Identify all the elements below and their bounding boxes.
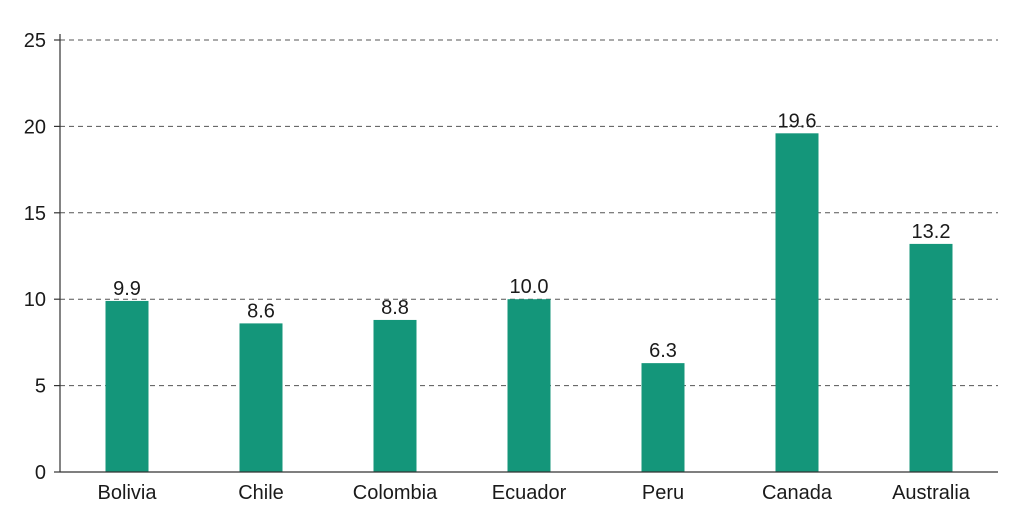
axes xyxy=(54,34,998,473)
data-label-colombia: 8.8 xyxy=(381,297,409,319)
labels: 0 5 10 15 20 25 9.9 Bolivia 8.6 Chile 8.8 Colombia 1… xyxy=(24,30,971,504)
y-tick-label: 25 xyxy=(24,30,46,52)
x-tick-label-peru: Peru xyxy=(642,482,684,504)
y-tick-label: 10 xyxy=(24,289,46,311)
data-label-bolivia: 9.9 xyxy=(113,278,141,300)
data-label-canada: 19.6 xyxy=(778,110,817,132)
bar-bolivia xyxy=(105,300,149,472)
x-tick-label-australia: Australia xyxy=(892,482,971,504)
x-tick-label-colombia: Colombia xyxy=(353,482,438,504)
y-tick-label: 0 xyxy=(35,462,46,484)
x-tick-label-bolivia: Bolivia xyxy=(98,482,158,504)
bar-ecuador xyxy=(507,299,551,472)
bar-chile xyxy=(239,323,283,472)
y-tick-label: 20 xyxy=(24,116,46,138)
y-tick-label: 15 xyxy=(24,203,46,225)
x-tick-label-canada: Canada xyxy=(762,482,833,504)
data-label-australia: 13.2 xyxy=(912,221,951,243)
bar-peru xyxy=(641,363,685,472)
x-tick-label-chile: Chile xyxy=(238,482,284,504)
bar-canada xyxy=(775,133,819,472)
bar-australia xyxy=(909,243,953,472)
y-tick-label: 5 xyxy=(35,376,46,398)
x-tick-label-ecuador: Ecuador xyxy=(492,482,567,504)
data-label-chile: 8.6 xyxy=(247,300,275,322)
data-label-ecuador: 10.0 xyxy=(510,276,549,298)
bar-colombia xyxy=(373,319,417,472)
data-label-peru: 6.3 xyxy=(649,340,677,362)
bars xyxy=(105,133,953,472)
